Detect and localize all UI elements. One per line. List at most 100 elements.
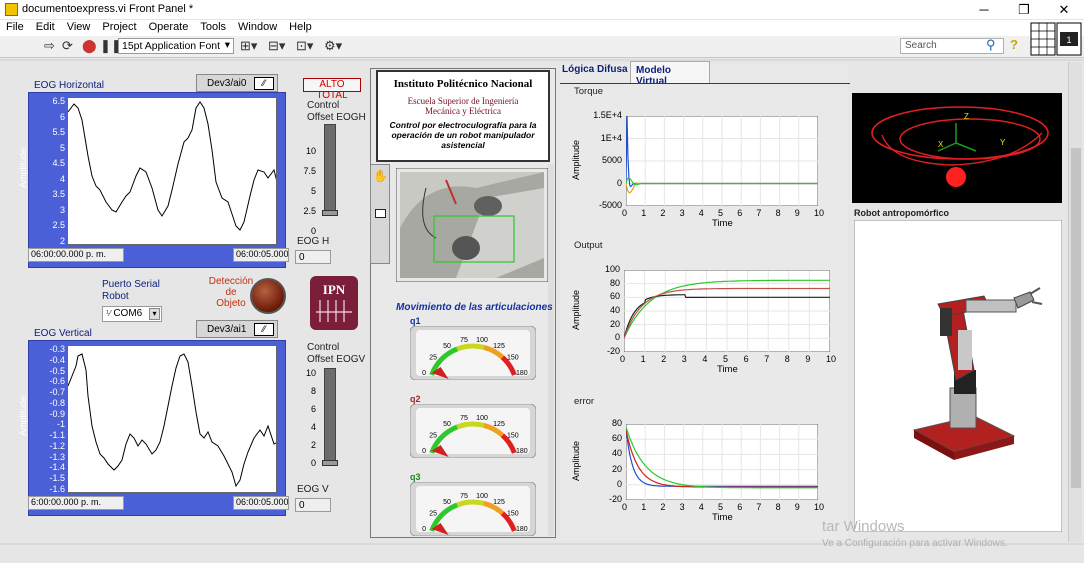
gauge-tick-label: 50 [443,499,451,506]
chart-title-error: error [574,396,595,407]
chart-y-tick: 40 [609,305,620,315]
detection-led [250,278,286,314]
search-icon[interactable]: ⚲ [986,37,996,52]
chart-x-tick: 1 [640,354,646,364]
chart-series-line [626,177,818,186]
watermark-line2: Ve a Configuración para activar Windows. [822,538,1008,549]
connector-pane-icon[interactable]: 1 [1030,22,1082,56]
y-tick-label: 5 [59,142,65,153]
y-tick-label: -1.2 [49,440,65,451]
maximize-button[interactable]: ❐ [1018,2,1030,17]
chart-series-line [624,294,830,339]
rectangle-tool-icon[interactable] [375,209,386,218]
eog-v-xend[interactable]: 06:00:05.000 p [233,496,289,510]
chart-x-tick: 2 [661,354,667,364]
front-panel: EOG Horizontal Dev3/ai0 ⁄⁄ Amplitude 6.5… [0,58,1084,563]
gauge-tick-label: 150 [507,355,519,362]
menu-window[interactable]: Window [238,21,278,33]
chart-plot-error [626,424,818,500]
window-title: documentoexpress.vi Front Panel * [22,3,194,15]
menu-help[interactable]: Help [289,21,312,33]
chart-x-tick: 5 [718,502,724,512]
gauge-tick-label: 50 [443,421,451,428]
eog-v-channel[interactable]: Dev3/ai1 ⁄⁄ [196,320,278,338]
tab-logica-difusa[interactable]: Lógica Difusa [562,64,628,75]
minimize-button[interactable]: ─ [979,2,989,17]
desc-line1: Control por electroculografía para la [389,120,537,130]
eog-h-channel[interactable]: Dev3/ai0 ⁄⁄ [196,74,278,92]
center-scrollbar[interactable] [548,164,554,536]
offset-v-slider[interactable] [322,368,338,466]
gauge-tick-label: 180 [516,370,528,377]
chart-x-tick: 9 [805,354,811,364]
labview-icon [5,3,18,16]
chart-xlabel-output: Time [717,364,738,375]
serial-port-select[interactable]: ⅟ COM6 ▾ [102,306,162,322]
tab-modelo-virtual[interactable]: Modelo Virtual [630,61,710,87]
chart-x-tick: 2 [660,208,666,218]
chart-series-line [626,426,818,489]
run-continuous-icon[interactable]: ⟳ [62,38,73,53]
y-tick-label: 5.5 [52,127,65,138]
gauge-tick-label: 180 [516,526,528,533]
search-input[interactable]: Search [900,38,1004,54]
eog-v-xstart[interactable]: 6:00:00.000 p. m. [28,496,124,510]
font-select[interactable]: 15pt Application Font ▾ [118,38,234,54]
robot-trajectory-view: Z X Y [852,93,1062,203]
y-tick-label: 4 [59,173,65,184]
chart-y-tick: 0 [616,177,622,188]
y-tick-label: -1.6 [49,484,65,494]
reorder-icon[interactable]: ⚙▾ [324,38,343,53]
title-bar: documentoexpress.vi Front Panel * ─ ❐ ✕ [0,0,1084,20]
gauge-tick-label: 0 [422,448,426,455]
offset-h-slider[interactable] [322,124,338,216]
menu-operate[interactable]: Operate [148,21,189,33]
chart-x-tick: 8 [784,354,790,364]
run-arrow-icon[interactable]: ⇨ [44,38,55,53]
gauge-tick-label: 25 [429,433,437,440]
menu-edit[interactable]: Edit [35,21,55,33]
camera-tools: ✋ [370,164,390,264]
gauge-tick-label: 100 [476,337,488,344]
align-icon[interactable]: ⊞▾ [240,38,258,53]
chart-y-tick: 60 [611,433,622,444]
eog-h-xstart[interactable]: 06:00:00.000 p. m. [28,248,124,262]
chart-x-tick: 0 [622,208,628,218]
eog-h-xend[interactable]: 06:00:05.000 p [233,248,289,262]
y-tick-label: 3 [59,204,65,215]
gauge-needle [431,366,449,379]
y-tick-label: -0.4 [49,354,65,365]
menu-file[interactable]: File [6,21,24,33]
menu-tools[interactable]: Tools [200,21,227,33]
chart-y-tick: 20 [609,318,620,329]
y-tick-label: -0.5 [49,365,65,376]
y-tick-label: -1.3 [49,451,65,462]
chart-y-tick: 60 [609,291,620,302]
chart-x-tick: 2 [660,502,666,512]
help-icon[interactable]: ? [1010,37,1018,52]
gauge-tick-label: 150 [507,511,519,518]
chart-x-tick: 9 [794,208,800,218]
pause-icon[interactable]: ❚❚ [100,38,122,53]
y-tick-label: 3.5 [52,189,65,200]
chart-x-tick: 1 [641,502,647,512]
chart-x-tick: 6 [737,502,743,512]
resize-icon[interactable]: ⊡▾ [296,38,314,53]
abort-icon[interactable]: ⬤ [82,38,97,53]
movement-title: Movimiento de las articulaciones [396,302,553,313]
chart-title-torque: Torque [574,86,604,97]
gauge-needle [431,444,449,457]
close-button[interactable]: ✕ [1058,2,1070,17]
chart-x-tick: 8 [775,208,781,218]
gauge-tick-label: 25 [429,511,437,518]
chart-x-tick: 8 [775,502,781,512]
chart-x-tick: 10 [826,354,837,364]
hand-icon[interactable]: ✋ [373,169,388,183]
panel-vertical-scrollbar[interactable] [1068,62,1082,542]
alto-total-button[interactable]: ALTO TOTAL [303,78,361,101]
menu-view[interactable]: View [66,21,91,33]
eog-h-graph: Amplitude 6.5 6 5.5 5 4.5 4 3.5 3 2.5 2 06:00:00.… [18,92,289,268]
menu-project[interactable]: Project [102,21,137,33]
distribute-icon[interactable]: ⊟▾ [268,38,286,53]
